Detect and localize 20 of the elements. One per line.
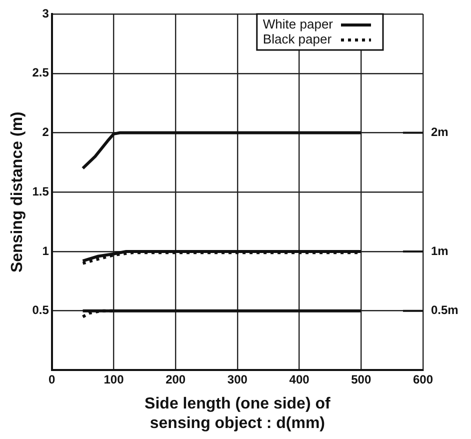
x-tick-label: 600 bbox=[412, 372, 434, 387]
y-tick-label: 2 bbox=[42, 125, 50, 140]
y-tick-label: 1.5 bbox=[32, 184, 50, 198]
legend-label: White paper bbox=[262, 16, 334, 32]
x-tick-label: 100 bbox=[104, 372, 124, 387]
y-tick-label: 2.5 bbox=[32, 66, 50, 80]
legend-label: Black paper bbox=[262, 32, 332, 47]
y-axis-title: Sensing distance (m) bbox=[9, 112, 26, 273]
x-tick-label: 300 bbox=[227, 372, 248, 387]
y-tick-label: 1 bbox=[42, 244, 50, 258]
y-tick-label: 3 bbox=[42, 6, 50, 20]
x-tick-label: 200 bbox=[166, 372, 186, 387]
ref-line-label: 0.5m bbox=[431, 303, 458, 318]
ref-line-label: 2m bbox=[431, 125, 448, 140]
x-tick-label: 500 bbox=[351, 372, 372, 387]
x-tick-label: 400 bbox=[289, 372, 310, 387]
x-axis-title: Side length (one side) of sensing object : d(mm) bbox=[144, 396, 332, 432]
ref-line-label: 1m bbox=[431, 244, 448, 258]
x-tick-label: 0 bbox=[48, 372, 56, 387]
y-tick-label: 0.5 bbox=[32, 303, 50, 318]
